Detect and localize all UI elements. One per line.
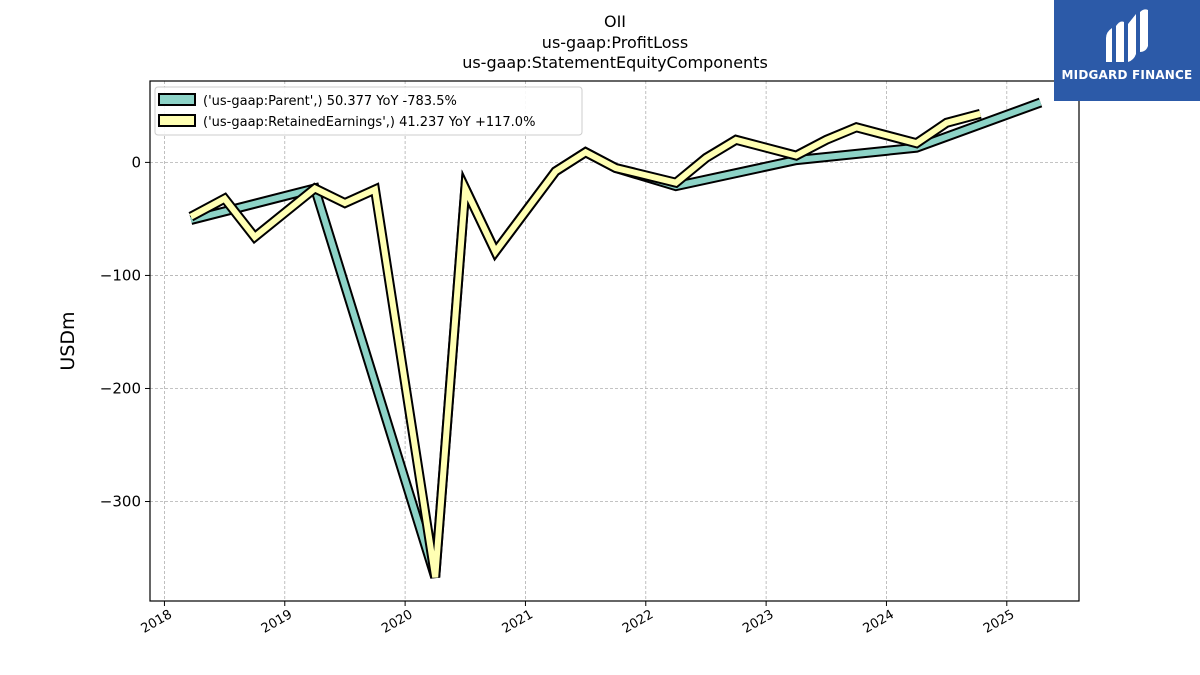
grid-lines — [150, 81, 1079, 601]
series-outline-0 — [191, 103, 1041, 578]
x-tick-label: 2025 — [981, 607, 1017, 637]
line-chart: 2018 2019 2020 2021 2022 2023 2024 2025 0 −100 −2… — [0, 0, 1200, 675]
x-tick-label: 2024 — [861, 607, 897, 637]
legend-swatch-1 — [159, 115, 195, 126]
x-axis: 2018 2019 2020 2021 2022 2023 2024 2025 — [139, 601, 1018, 637]
x-tick-label: 2019 — [259, 607, 295, 637]
series-layer — [191, 103, 1041, 578]
series-line-1 — [191, 114, 980, 578]
x-tick-label: 2021 — [500, 607, 536, 637]
chart-subtitle-1: us-gaap:ProfitLoss — [0, 33, 1200, 52]
x-tick-label: 2023 — [740, 607, 776, 637]
y-tick-label: −300 — [100, 493, 141, 511]
legend-label-1: ('us-gaap:RetainedEarnings',) 41.237 YoY… — [203, 115, 535, 130]
logo-text: MIDGARD FINANCE — [1054, 68, 1200, 82]
y-tick-label: −100 — [100, 266, 141, 284]
plot-frame — [150, 81, 1079, 601]
brand-logo: MIDGARD FINANCE — [1054, 0, 1200, 101]
x-tick-label: 2018 — [139, 607, 175, 637]
y-tick-label: 0 — [131, 153, 141, 171]
chart-title: OII — [0, 12, 1200, 31]
x-tick-label: 2020 — [379, 607, 415, 637]
series-outline-1 — [191, 114, 980, 578]
legend-swatch-0 — [159, 94, 195, 105]
y-axis: 0 −100 −200 −300 — [100, 153, 150, 510]
chart-subtitle-2: us-gaap:StatementEquityComponents — [0, 53, 1200, 72]
y-axis-label: USDm — [57, 311, 79, 370]
legend-label-0: ('us-gaap:Parent',) 50.377 YoY -783.5% — [203, 94, 457, 109]
legend: ('us-gaap:Parent',) 50.377 YoY -783.5% ('… — [155, 87, 582, 135]
series-line-0 — [191, 103, 1041, 578]
x-tick-label: 2022 — [620, 607, 656, 637]
y-tick-label: −200 — [100, 379, 141, 397]
logo-mark-icon — [1054, 0, 1200, 70]
